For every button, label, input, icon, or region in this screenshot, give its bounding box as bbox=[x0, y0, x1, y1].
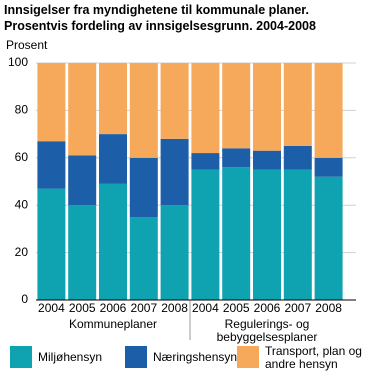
bar-segment bbox=[129, 63, 158, 158]
y-axis-label: Prosent bbox=[6, 38, 48, 52]
group-label: Kommuneplaner bbox=[68, 317, 158, 331]
bar-segment bbox=[314, 63, 343, 158]
bar-segment bbox=[283, 169, 312, 300]
bar-segment bbox=[314, 176, 343, 300]
bar-segment bbox=[160, 63, 189, 139]
bar-segment bbox=[314, 157, 343, 177]
bar-segment bbox=[253, 150, 281, 170]
chart-title: Innsigelser fra myndighetene til kommuna… bbox=[4, 3, 316, 33]
y-tick-label: 80 bbox=[15, 103, 29, 117]
x-tick-label: 2006 bbox=[254, 301, 281, 315]
bar-segment bbox=[129, 157, 158, 218]
bar-segment bbox=[191, 169, 220, 300]
y-tick-label: 60 bbox=[15, 150, 29, 164]
bar-segment bbox=[222, 167, 251, 300]
x-tick-label: 2007 bbox=[130, 301, 157, 315]
bar-segment bbox=[37, 188, 66, 300]
y-tick-label: 20 bbox=[15, 245, 29, 259]
legend-swatch bbox=[10, 346, 32, 368]
x-tick-label: 2004 bbox=[38, 301, 65, 315]
bar-segment bbox=[129, 217, 158, 300]
bar-segment bbox=[253, 169, 281, 300]
x-tick-label: 2005 bbox=[69, 301, 96, 315]
bar-segment bbox=[160, 205, 189, 300]
bar-segment bbox=[68, 63, 97, 156]
bar-segment bbox=[191, 63, 220, 154]
x-tick-label: 2008 bbox=[161, 301, 188, 315]
bar-segment bbox=[99, 63, 127, 135]
bar-segment bbox=[68, 205, 97, 300]
bar-segment bbox=[283, 63, 312, 146]
x-tick-label: 2005 bbox=[223, 301, 250, 315]
bar-segment bbox=[37, 63, 66, 142]
y-tick-label: 40 bbox=[15, 197, 29, 211]
x-tick-label: 2006 bbox=[100, 301, 127, 315]
bar-segment bbox=[191, 153, 220, 170]
bar-segment bbox=[99, 183, 127, 300]
bar-segment bbox=[160, 138, 189, 206]
x-tick-label: 2008 bbox=[315, 301, 342, 315]
legend-label: Transport, plan og andre hensyn bbox=[265, 344, 362, 371]
x-tick-label: 2007 bbox=[284, 301, 311, 315]
legend-swatch bbox=[125, 346, 147, 368]
legend-label: Miljøhensyn bbox=[38, 350, 103, 364]
bar-segment bbox=[68, 155, 97, 206]
y-tick-label: 0 bbox=[21, 292, 28, 306]
bar-segment bbox=[222, 148, 251, 168]
bar-segment bbox=[99, 134, 127, 184]
legend-label: Næringshensyn bbox=[153, 350, 238, 364]
group-label: Regulerings- og bebyggelsesplaner bbox=[216, 317, 318, 344]
bar-segment bbox=[283, 145, 312, 170]
bar-segment bbox=[253, 63, 281, 151]
x-tick-label: 2004 bbox=[192, 301, 219, 315]
y-tick-label: 100 bbox=[8, 55, 28, 69]
legend-swatch bbox=[237, 346, 259, 368]
bar-segment bbox=[222, 63, 251, 149]
bar-segment bbox=[37, 141, 66, 189]
